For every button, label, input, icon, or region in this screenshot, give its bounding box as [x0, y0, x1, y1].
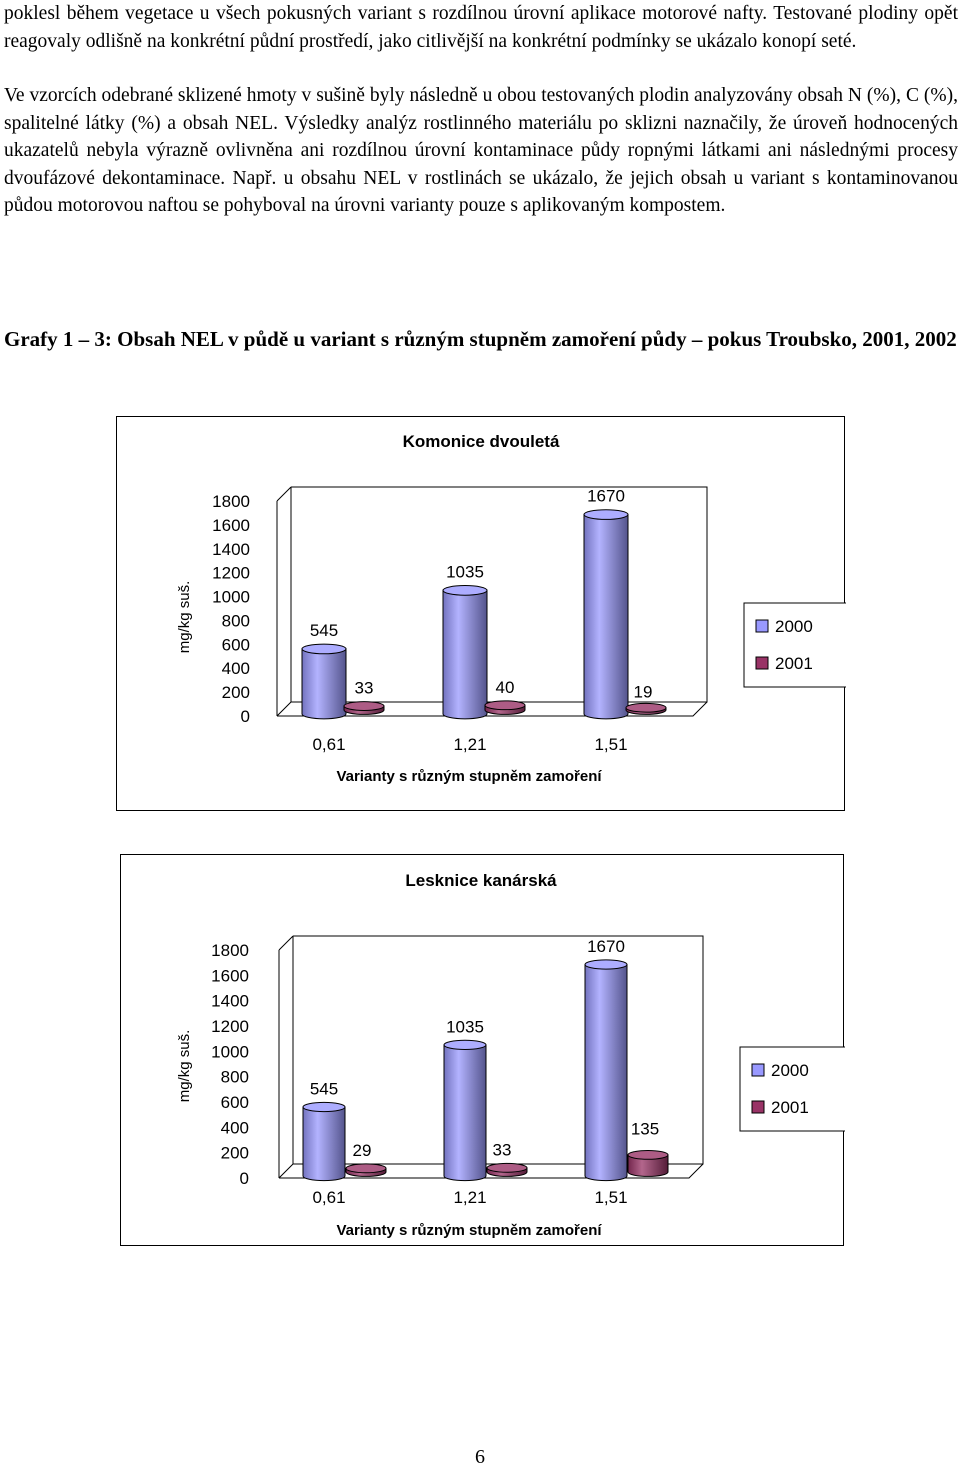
- y-tick-label: 600: [222, 635, 250, 654]
- s2001-c2-bar: [627, 1154, 669, 1177]
- legend-box: [739, 1046, 845, 1132]
- s2000-c0-bar: [302, 1106, 346, 1182]
- x-category-label: 0,61: [312, 735, 345, 754]
- legend-label: 2000: [775, 617, 813, 636]
- y-tick-label: 0: [240, 1169, 249, 1188]
- plot-back-frame: [291, 486, 708, 703]
- s2000-c2-top: [583, 509, 629, 520]
- s2001-c2-top: [625, 702, 667, 713]
- chart-lesknice-svg: Lesknice kanárská 0 200 400 600 800 1000 1200 14…: [176, 871, 845, 1239]
- y-axis-label: mg/kg suš.: [176, 581, 193, 654]
- legend-label: 2000: [771, 1061, 809, 1080]
- y-tick-label: 200: [222, 683, 250, 702]
- s2001-c1-data-label: 33: [493, 1140, 512, 1159]
- s2001-c2-data-label: 19: [634, 682, 653, 701]
- s2001-c1-top: [484, 700, 526, 711]
- s2000-c1-bar: [442, 589, 488, 720]
- y-tick-label: 600: [221, 1093, 249, 1112]
- s2001-c0-top: [345, 1163, 387, 1174]
- s2001-c1-data-label: 40: [496, 678, 515, 697]
- figure-heading: Grafy 1 – 3: Obsah NEL v půdě u variant …: [4, 327, 957, 351]
- floor-front-edge: [279, 1163, 704, 1179]
- y-tick-label: 1800: [212, 492, 250, 511]
- y-tick-label: 1200: [211, 1017, 249, 1036]
- s2001-c0-data-label: 33: [355, 679, 374, 698]
- s2000-c2-data-label: 1670: [587, 487, 625, 506]
- x-axis-label: Varianty s různým stupněm zamoření: [336, 1222, 602, 1239]
- plot-back-wall: [276, 487, 292, 717]
- chart-lesknice: Lesknice kanárská 0 200 400 600 800 1000 1200 14…: [120, 854, 845, 1246]
- legend-box: [743, 602, 846, 688]
- page-number: 6: [475, 1446, 485, 1468]
- y-tick-label: 1600: [211, 966, 249, 985]
- s2000-c1-top: [443, 1039, 487, 1051]
- s2000-c0-data-label: 545: [310, 621, 338, 640]
- legend-label: 2001: [771, 1098, 809, 1117]
- x-category-label: 0,61: [312, 1188, 345, 1207]
- y-tick-label: 1200: [212, 564, 250, 583]
- s2000-c2-top: [584, 959, 628, 970]
- legend-swatch-2000: [755, 619, 769, 633]
- s2000-c0-top: [302, 1101, 346, 1113]
- legend-label: 2001: [775, 654, 813, 673]
- y-axis-label: mg/kg suš.: [176, 1030, 193, 1103]
- s2000-c1-data-label: 1035: [446, 1017, 484, 1036]
- y-tick-label: 800: [222, 611, 250, 630]
- y-tick-label: 200: [221, 1144, 249, 1163]
- x-axis-label: Varianty s různým stupněm zamoření: [336, 768, 602, 785]
- y-tick-label: 400: [222, 659, 250, 678]
- legend-swatch-2001: [751, 1100, 765, 1114]
- s2001-c1-top: [486, 1162, 528, 1173]
- wall-top-edge: [276, 486, 292, 502]
- s2001-c2-top: [627, 1150, 669, 1160]
- s2000-c2-bar: [583, 514, 629, 720]
- x-category-label: 1,21: [453, 735, 486, 754]
- plot-back-wall: [278, 936, 294, 1179]
- y-tick-label: 1400: [211, 992, 249, 1011]
- y-tick-label: 400: [221, 1118, 249, 1137]
- x-category-label: 1,21: [453, 1188, 486, 1207]
- s2000-c0-top: [301, 643, 347, 655]
- y-tick-label: 1000: [212, 588, 250, 607]
- s2000-c2-data-label: 1670: [587, 937, 625, 956]
- x-category-label: 1,51: [594, 735, 627, 754]
- s2001-c2-data-label: 135: [631, 1120, 659, 1139]
- y-tick-label: 0: [241, 707, 250, 726]
- s2000-c1-bar: [443, 1044, 487, 1182]
- y-tick-label: 1800: [211, 941, 249, 960]
- paragraph-1: poklesl během vegetace u všech pokusných…: [4, 3, 958, 52]
- legend-swatch-2001: [755, 656, 769, 670]
- y-tick-label: 800: [221, 1068, 249, 1087]
- chart-komonice: Komonice dvouletá 0 200 400 600 800 1000 1200 14…: [116, 416, 846, 811]
- x-category-label: 1,51: [594, 1188, 627, 1207]
- legend-swatch-2000: [751, 1063, 765, 1077]
- s2001-c0-data-label: 29: [353, 1141, 372, 1160]
- y-tick-label: 1000: [211, 1042, 249, 1061]
- s2000-c2-bar: [584, 963, 628, 1182]
- chart-komonice-svg: Komonice dvouletá 0 200 400 600 800 1000 1200 14…: [176, 432, 846, 785]
- chart-title: Komonice dvouletá: [403, 432, 560, 451]
- s2000-c1-top: [442, 585, 488, 596]
- wall-top-edge: [278, 935, 294, 951]
- s2001-c0-top: [343, 701, 385, 711]
- paragraph-2: Ve vzorcích odebrané sklizené hmoty v su…: [4, 85, 958, 216]
- floor-front-edge: [277, 701, 708, 717]
- y-tick-label: 1400: [212, 540, 250, 559]
- chart-title: Lesknice kanárská: [405, 871, 557, 890]
- s2000-c1-data-label: 1035: [446, 563, 484, 582]
- y-tick-label: 1600: [212, 516, 250, 535]
- s2000-c0-data-label: 545: [310, 1079, 338, 1098]
- s2000-c0-bar: [301, 648, 347, 720]
